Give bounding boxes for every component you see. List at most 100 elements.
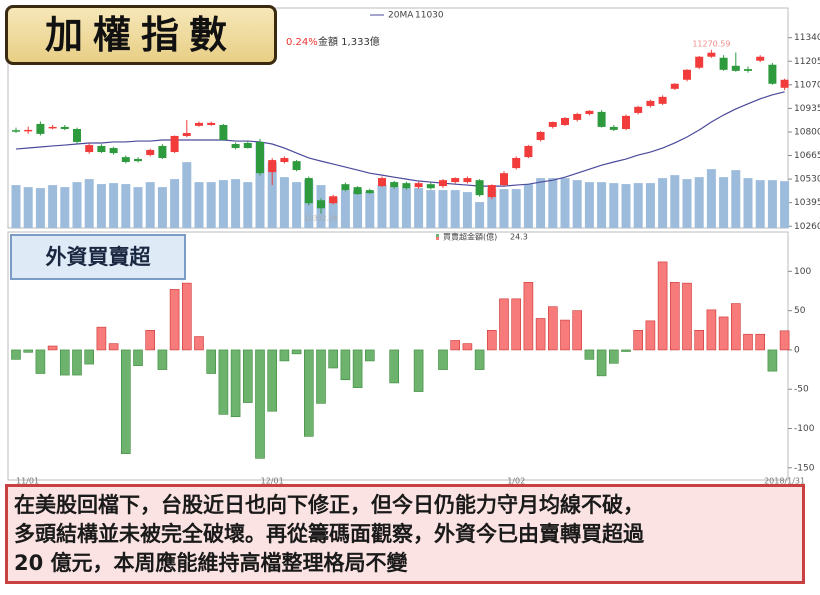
volume-bar <box>267 162 277 228</box>
bar <box>352 349 363 388</box>
bar <box>230 349 241 418</box>
volume-bar <box>365 192 375 228</box>
volume-bar <box>682 179 692 228</box>
y-tick-label: 10260 <box>794 222 820 232</box>
bar <box>35 349 46 374</box>
candle-body <box>402 183 411 189</box>
candle-body <box>731 65 740 71</box>
candle-body <box>658 96 667 104</box>
y-tick-label: 10395 <box>794 198 820 208</box>
candle-body <box>695 56 704 68</box>
candle-body <box>609 126 618 130</box>
candle-body <box>60 126 69 129</box>
candle-body <box>146 149 155 156</box>
bar <box>413 349 424 392</box>
candle-body <box>524 145 533 158</box>
bar <box>121 349 131 454</box>
y-tick-label: 11070 <box>794 80 820 90</box>
y-tick-label: 10935 <box>794 104 820 114</box>
candle-body <box>744 69 752 71</box>
volume-bar <box>523 184 533 228</box>
bar <box>621 349 631 352</box>
bar <box>182 282 192 351</box>
caption-line: 20 億元，本周應能維持高檔整理格局不變 <box>14 551 408 575</box>
bar <box>279 349 290 362</box>
candle-body <box>378 178 386 187</box>
x-tick-label: 12/01 <box>261 477 284 486</box>
volume-bar <box>292 182 302 228</box>
bar <box>47 345 58 351</box>
volume-bar <box>694 177 704 228</box>
volume-bar <box>206 182 216 228</box>
candle-body <box>121 157 130 162</box>
volume-bar <box>597 182 607 228</box>
bar <box>718 316 729 351</box>
candle-body <box>573 113 582 120</box>
candle-body <box>256 141 264 174</box>
bar <box>316 349 326 404</box>
bar <box>608 349 619 364</box>
candle-body <box>341 184 350 191</box>
legend-value: 24.3 <box>510 233 528 242</box>
candle-body <box>207 122 216 125</box>
volume-bar <box>328 197 338 228</box>
bar <box>72 349 82 376</box>
candle-body <box>634 106 643 113</box>
bar <box>450 340 461 351</box>
candle-body <box>231 144 240 149</box>
candle-body <box>97 145 106 153</box>
bar <box>291 349 302 355</box>
bar <box>133 349 143 366</box>
candle-body <box>780 79 789 88</box>
y-tick-label: -50 <box>794 385 809 395</box>
volume-bar <box>670 175 680 228</box>
volume-bar <box>109 183 119 228</box>
volume-bar <box>48 185 58 228</box>
x-tick-label: 11/01 <box>16 477 39 486</box>
volume-bar <box>767 180 777 228</box>
volume-bar <box>621 184 631 228</box>
candle-body <box>170 135 179 153</box>
volume-bar <box>35 188 45 228</box>
volume-bar <box>377 185 387 228</box>
amount-label: 金額 1,333億 <box>318 35 380 48</box>
bar <box>682 282 692 351</box>
candle-body <box>463 178 472 183</box>
legend-swatch <box>436 237 439 240</box>
volume-bar <box>609 183 619 228</box>
volume-bar <box>243 182 253 228</box>
bar <box>669 282 680 351</box>
candle-body <box>707 52 716 57</box>
candle-body <box>304 178 313 204</box>
y-tick-label: 11205 <box>794 57 820 67</box>
bar <box>145 329 155 351</box>
candle-body <box>451 178 460 183</box>
volume-bar <box>340 190 350 228</box>
candle-body <box>48 126 57 129</box>
bar <box>255 349 265 459</box>
volume-bar <box>121 184 131 228</box>
candle-body <box>280 157 289 162</box>
volume-bar <box>584 182 594 228</box>
candle-body <box>439 180 447 187</box>
bar <box>59 349 70 376</box>
bar <box>535 318 546 351</box>
volume-bar <box>133 187 143 228</box>
candle-body <box>268 160 277 173</box>
y-tick-label: -150 <box>794 463 815 473</box>
candle-body <box>426 184 435 189</box>
bar <box>743 333 753 351</box>
volume-bar <box>719 177 729 228</box>
volume-bar <box>170 179 180 228</box>
candle-body <box>548 122 557 127</box>
volume-bar <box>389 187 399 228</box>
title-banner: 加權指數 <box>5 5 277 65</box>
volume-bar <box>536 178 546 228</box>
candle-body <box>292 161 301 171</box>
y-tick-label: 11340 <box>794 33 820 43</box>
bar <box>267 349 278 412</box>
volume-bar <box>487 189 497 228</box>
legend-swatch <box>436 234 439 237</box>
bar <box>243 349 253 403</box>
